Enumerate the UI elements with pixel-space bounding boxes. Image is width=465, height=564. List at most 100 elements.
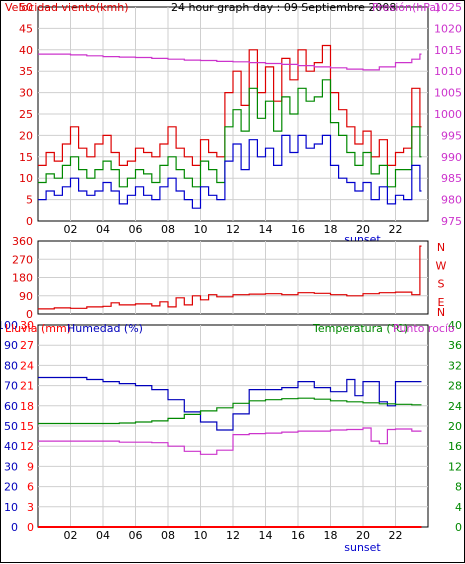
- climate-chart-temp-tick-label: 28: [448, 380, 462, 393]
- climate-chart-temp-tick-label: 36: [448, 339, 462, 352]
- climate-chart-humidity-tick-label: 80: [4, 359, 18, 372]
- direction-chart-left-tick-label: 90: [19, 290, 33, 303]
- climate-chart-rain-tick-label: 3: [27, 501, 34, 514]
- climate-chart-humidity-tick-label: 40: [4, 440, 18, 453]
- climate-chart-temp-tick-label: 0: [455, 521, 462, 534]
- climate-chart-humidity-tick-label: 90: [4, 339, 18, 352]
- wind-chart-right-tick-label: 1005: [434, 87, 462, 100]
- direction-chart-compass-label: N: [437, 241, 445, 254]
- wind-chart-left-tick-label: 15: [19, 151, 33, 164]
- climate-chart-sunset-label: sunset: [344, 541, 381, 554]
- climate-chart-humidity-tick-label: 20: [4, 481, 18, 494]
- climate-chart-humidity-tick-label: 50: [4, 420, 18, 433]
- climate-chart-temp-tick-label: 32: [448, 359, 462, 372]
- climate-chart-humidity-tick-label: 0: [11, 521, 18, 534]
- direction-chart-left-tick-label: 0: [26, 308, 33, 321]
- wind-chart-right-tick-label: 995: [441, 129, 462, 142]
- wind-chart-x-tick-label: 12: [226, 223, 240, 236]
- climate-chart-humidity-tick-label: 30: [4, 460, 18, 473]
- climate-chart-x-tick-label: 14: [259, 529, 273, 542]
- wind-chart-left-tick-label: 35: [19, 65, 33, 78]
- wind-chart-x-tick-label: 04: [96, 223, 110, 236]
- climate-chart-temp-tick-label: 24: [448, 400, 462, 413]
- wind-chart-left-tick-label: 20: [19, 129, 33, 142]
- climate-chart-x-tick-label: 12: [226, 529, 240, 542]
- wind-chart-left-tick-label: 10: [19, 172, 33, 185]
- wind-chart-x-tick-label: 22: [389, 223, 403, 236]
- wind-chart-x-tick-label: 10: [194, 223, 208, 236]
- wind-chart-left-tick-label: 5: [26, 194, 33, 207]
- wind-chart-right-axis-label: Presión(hPa): [372, 1, 440, 14]
- wind-chart-right-tick-label: 975: [441, 215, 462, 228]
- climate-chart-rain-tick-label: 0: [27, 521, 34, 534]
- climate-chart-rain-tick-label: 12: [20, 440, 34, 453]
- climate-chart-x-tick-label: 02: [64, 529, 78, 542]
- climate-chart-temp-tick-label: 16: [448, 440, 462, 453]
- wind-chart-left-tick-label: 30: [19, 87, 33, 100]
- wind-chart-right-tick-label: 1020: [434, 22, 462, 35]
- climate-chart-x-tick-label: 20: [356, 529, 370, 542]
- wind-chart-series-line: [38, 134, 422, 209]
- climate-chart-temp-tick-label: 40: [448, 319, 462, 332]
- climate-chart-x-tick-label: 10: [194, 529, 208, 542]
- climate-chart-x-tick-label: 22: [389, 529, 403, 542]
- direction-chart-series-line: [38, 245, 422, 310]
- wind-chart-left-tick-label: 45: [19, 22, 33, 35]
- climate-chart-humidity-tick-label: 70: [4, 380, 18, 393]
- climate-chart-rain-tick-label: 9: [27, 460, 34, 473]
- climate-chart-temp-tick-label: 12: [448, 460, 462, 473]
- climate-chart-x-tick-label: 16: [291, 529, 305, 542]
- wind-chart-left-tick-label: 50: [19, 1, 33, 14]
- climate-chart-humidity-tick-label: 100: [1, 319, 18, 332]
- climate-chart-x-tick-label: 04: [96, 529, 110, 542]
- climate-chart-rain-tick-label: 30: [20, 319, 34, 332]
- climate-chart-series-line: [38, 427, 422, 455]
- climate-chart-dewpoint-label: Punto rocío: [393, 322, 455, 335]
- climate-chart-rain-tick-label: 15: [20, 420, 34, 433]
- wind-chart-right-tick-label: 1000: [434, 108, 462, 121]
- wind-chart-series-line: [38, 53, 422, 71]
- climate-chart-x-tick-label: 18: [324, 529, 338, 542]
- direction-chart-compass-label: S: [438, 278, 445, 291]
- wind-chart-right-tick-label: 1015: [434, 44, 462, 57]
- climate-chart-humidity-label: Humedad (%): [67, 322, 143, 335]
- direction-chart-left-tick-label: 270: [12, 253, 33, 266]
- climate-chart-x-tick-label: 08: [161, 529, 175, 542]
- climate-chart-series-line: [38, 376, 422, 431]
- climate-chart-temp-tick-label: 20: [448, 420, 462, 433]
- climate-chart-rain-tick-label: 24: [20, 359, 34, 372]
- climate-chart-humidity-tick-label: 10: [4, 501, 18, 514]
- wind-chart-x-tick-label: 18: [324, 223, 338, 236]
- wind-chart-left-axis-label: Velocidad viento(kmh): [5, 1, 129, 14]
- wind-chart-right-tick-label: 1010: [434, 65, 462, 78]
- wind-chart-right-tick-label: 1025: [434, 1, 462, 14]
- wind-chart-series-line: [38, 44, 422, 166]
- climate-chart-temp-tick-label: 8: [455, 481, 462, 494]
- climate-chart-temp-tick-label: 4: [455, 501, 462, 514]
- direction-chart-compass-label: N: [437, 306, 445, 319]
- climate-chart-series-line: [38, 397, 422, 425]
- climate-chart-humidity-tick-label: 60: [4, 400, 18, 413]
- direction-chart-left-tick-label: 360: [12, 235, 33, 248]
- wind-chart-x-tick-label: 14: [259, 223, 273, 236]
- wind-chart-x-tick-label: 20: [356, 223, 370, 236]
- wind-chart-x-tick-label: 16: [291, 223, 305, 236]
- climate-chart-rain-tick-label: 27: [20, 339, 34, 352]
- wind-chart-left-tick-label: 0: [26, 215, 33, 228]
- wind-chart-right-tick-label: 985: [441, 172, 462, 185]
- wind-chart-x-tick-label: 08: [161, 223, 175, 236]
- climate-chart-rain-tick-label: 21: [20, 380, 34, 393]
- direction-chart-compass-label: W: [436, 259, 447, 272]
- wind-chart-series-line: [38, 79, 422, 188]
- climate-chart-x-tick-label: 06: [129, 529, 143, 542]
- wind-chart-title: 24 hour graph day : 09 Septiembre 2008: [171, 1, 396, 14]
- direction-chart-left-tick-label: 180: [12, 272, 33, 285]
- climate-chart-rain-tick-label: 6: [27, 481, 34, 494]
- wind-chart-right-tick-label: 990: [441, 151, 462, 164]
- wind-chart-left-tick-label: 40: [19, 44, 33, 57]
- wind-chart-x-tick-label: 02: [64, 223, 78, 236]
- climate-chart-rain-tick-label: 18: [20, 400, 34, 413]
- direction-chart-compass-label: E: [438, 296, 445, 309]
